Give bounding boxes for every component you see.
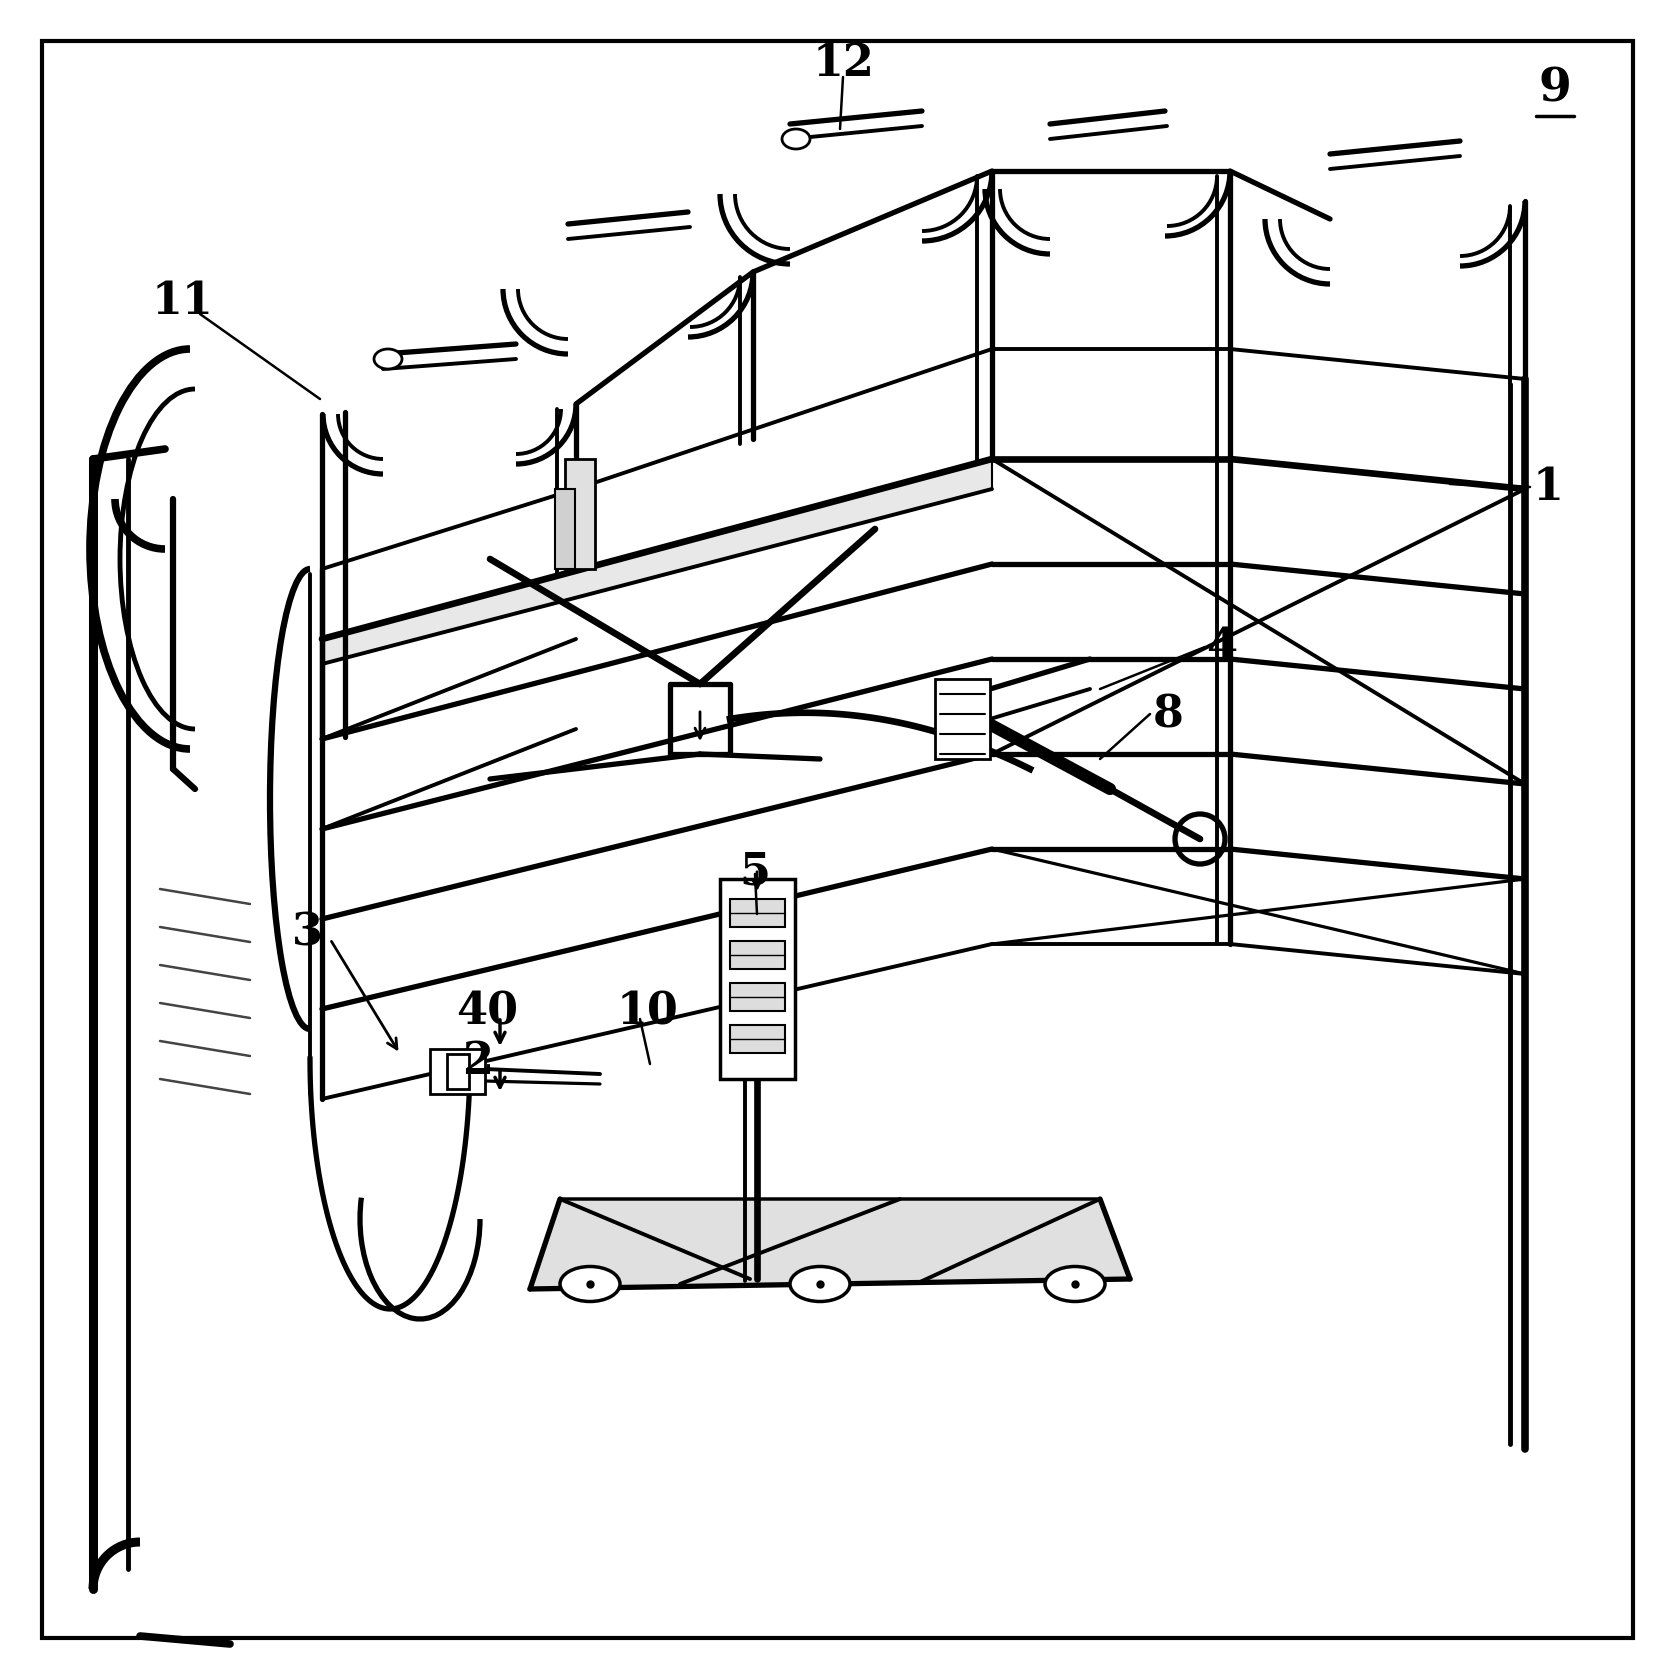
Text: 11: 11 [151,281,213,323]
Bar [720,879,796,1079]
Ellipse shape [559,1267,620,1302]
Text: 9: 9 [1539,66,1571,111]
Bar [730,983,786,1011]
Text: 8: 8 [1152,694,1184,736]
Text: 12: 12 [812,42,874,84]
Ellipse shape [782,129,811,150]
Bar [554,489,575,570]
Bar [564,460,595,570]
Text: 1: 1 [1533,467,1563,509]
Bar [935,680,990,759]
Polygon shape [322,460,992,665]
Bar [730,1025,786,1053]
Text: 40: 40 [456,990,518,1033]
Text: 10: 10 [616,990,678,1033]
Bar [447,1055,469,1089]
Text: 5: 5 [739,850,770,894]
Ellipse shape [374,349,402,370]
Bar [730,899,786,927]
Ellipse shape [1045,1267,1106,1302]
Text: 2: 2 [462,1040,494,1084]
Text: 3: 3 [291,911,323,954]
Bar [430,1050,486,1094]
Text: 4: 4 [1206,627,1238,669]
Bar [730,941,786,969]
Polygon shape [529,1200,1131,1289]
Ellipse shape [791,1267,849,1302]
